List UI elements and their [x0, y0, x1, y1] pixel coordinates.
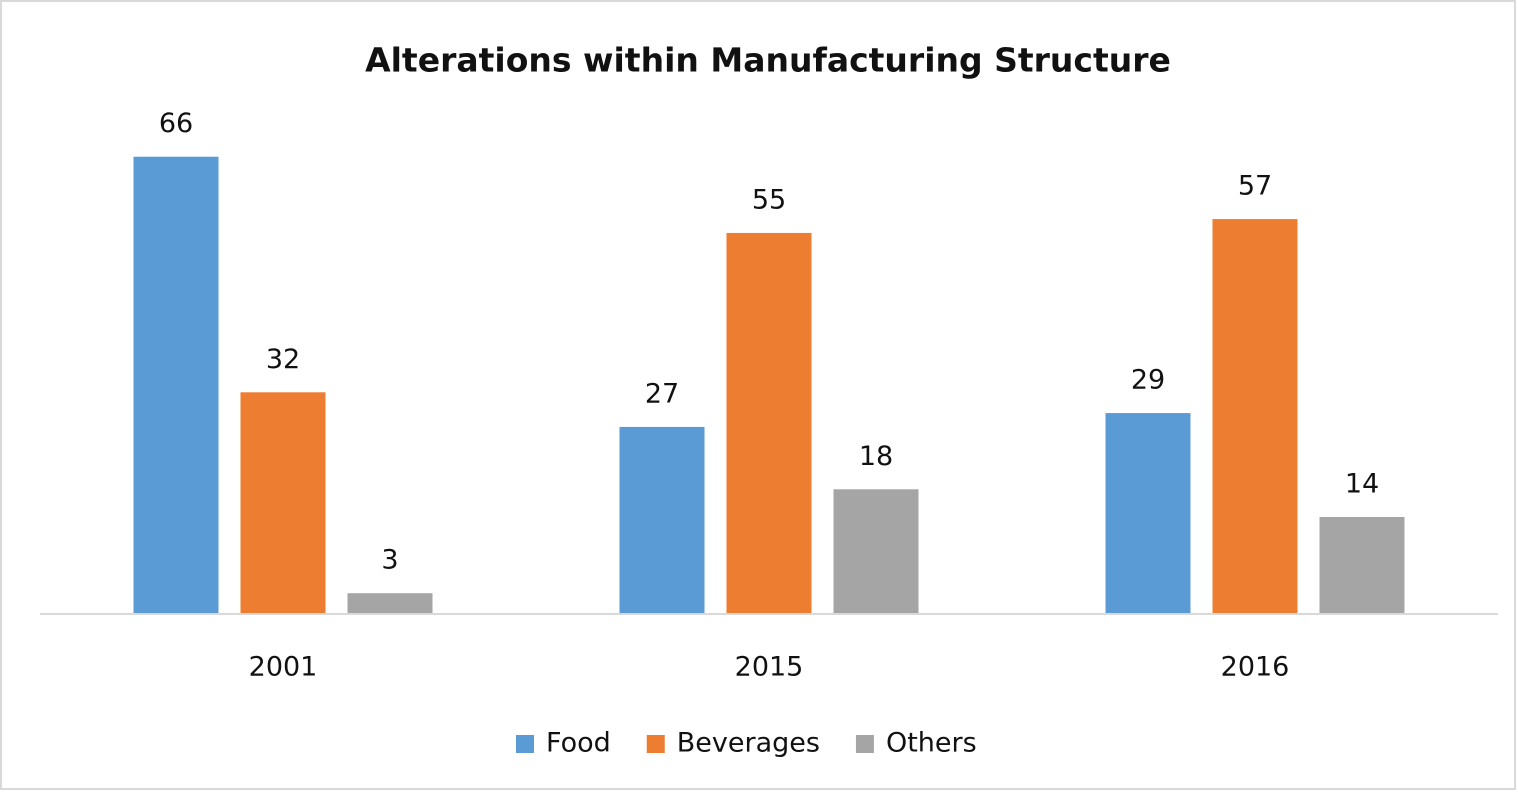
bar [1319, 517, 1405, 614]
data-label: 14 [1345, 469, 1379, 500]
legend-swatch [516, 735, 534, 753]
bar [240, 392, 326, 614]
bar [833, 489, 919, 614]
data-label: 18 [859, 441, 893, 472]
legend-swatch [646, 735, 665, 753]
legend-swatch [855, 735, 874, 753]
legend-label: Food [546, 728, 611, 759]
data-label: 57 [1238, 171, 1272, 202]
x-tick-label: 2001 [249, 652, 318, 683]
bar [726, 232, 812, 614]
bar [619, 426, 705, 614]
bar [347, 593, 433, 614]
data-label: 3 [381, 545, 398, 576]
legend-label: Others [886, 728, 977, 759]
data-label: 27 [645, 378, 679, 409]
bar [1105, 413, 1191, 614]
x-tick-label: 2015 [735, 652, 804, 683]
data-label: 66 [159, 108, 193, 139]
bar [133, 156, 219, 614]
data-label: 55 [752, 184, 786, 215]
data-label: 29 [1131, 365, 1165, 396]
chart-title: Alterations within Manufacturing Structu… [365, 41, 1171, 80]
x-tick-label: 2016 [1221, 652, 1290, 683]
data-label: 32 [266, 344, 300, 375]
bar [1212, 219, 1298, 615]
legend-label: Beverages [677, 728, 820, 759]
